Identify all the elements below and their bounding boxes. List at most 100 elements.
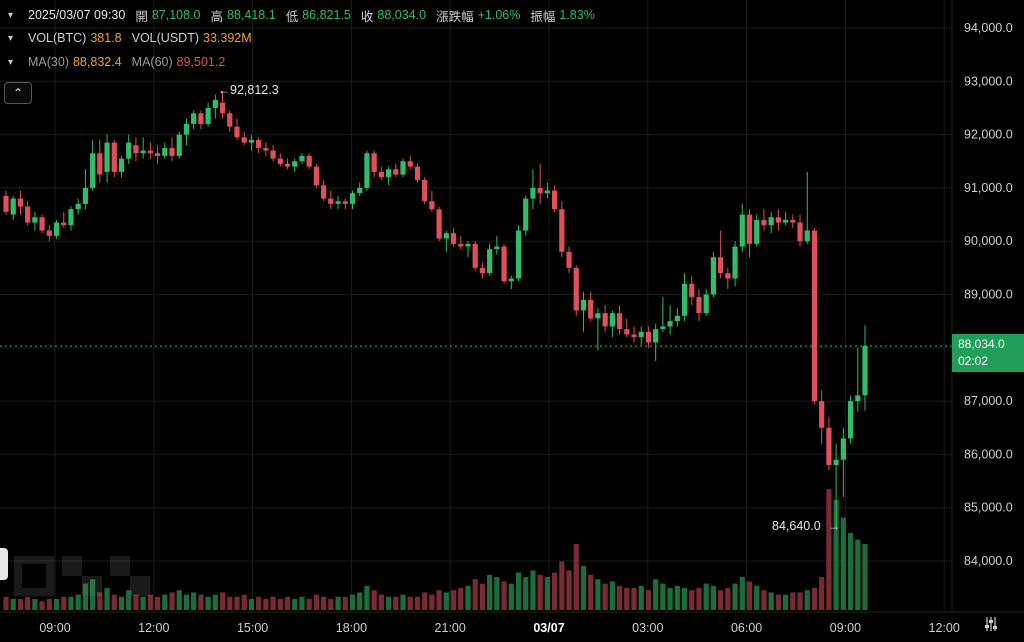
change-value: +1.06% (477, 8, 521, 22)
candle-body (349, 193, 356, 204)
volume-bar (429, 594, 435, 610)
volume-bar (162, 594, 168, 610)
volume-bar (118, 596, 125, 610)
candle-body (154, 153, 161, 156)
volume-bar (515, 572, 522, 610)
x-tick-label: 18:00 (336, 621, 367, 635)
volume-bar (725, 588, 731, 610)
candle-body (667, 321, 673, 327)
candle-body (544, 190, 550, 194)
candle-body (3, 195, 9, 212)
side-panel-handle[interactable] (0, 548, 8, 580)
volume-bar (82, 583, 89, 610)
chevron-down-icon[interactable]: ▾ (8, 56, 14, 68)
volume-bar (205, 596, 211, 610)
high-marker-arrow: ← (218, 83, 230, 97)
candle-body (537, 187, 543, 194)
candle-body (176, 134, 182, 156)
candle-body (595, 313, 601, 319)
amplitude-value: 1.83% (559, 8, 595, 22)
candle-body (819, 401, 825, 428)
candle-body (75, 203, 81, 210)
candle-body (169, 147, 175, 156)
volume-bar (443, 592, 449, 610)
candle-body (248, 139, 255, 143)
volume-bar (479, 583, 486, 610)
volume-bar (588, 574, 594, 610)
ma30-label: MA(30) (28, 55, 69, 69)
candle-body (804, 230, 810, 242)
chevron-down-icon[interactable]: ▾ (8, 32, 14, 44)
candle-body (241, 137, 247, 143)
volume-bar (313, 594, 319, 610)
candle-body (609, 313, 615, 327)
high-value: 88,418.1 (227, 8, 276, 22)
candle-body (25, 206, 31, 223)
volume-bar (111, 594, 117, 610)
volume-bar (559, 561, 565, 610)
ohlc-info-row: ▾ 2025/03/07 09:30 開 87,108.0 高 88,418.1… (8, 6, 605, 24)
candle-body (111, 142, 117, 172)
candle-body (862, 345, 868, 396)
candle-body (725, 273, 731, 279)
candle-body (653, 329, 659, 343)
volume-bar (761, 590, 767, 610)
volume-bar (746, 581, 753, 610)
candle-body (299, 155, 305, 162)
candle-body (660, 326, 666, 330)
volume-bar (328, 599, 334, 610)
candle-body (378, 171, 384, 178)
candle-body (198, 113, 204, 124)
settings-icon[interactable] (984, 616, 998, 632)
volume-bar (487, 574, 493, 610)
volume-bar (544, 577, 550, 610)
candle-body (10, 198, 16, 215)
candle-body (335, 201, 341, 204)
volume-bar (133, 594, 139, 610)
volume-bar (191, 592, 197, 610)
candle-body (205, 107, 211, 124)
candle-body (53, 222, 60, 236)
candle-body (140, 150, 146, 154)
volume-bar (638, 585, 644, 610)
volume-bar (826, 489, 832, 610)
candle-body (393, 169, 399, 175)
candle-body (775, 217, 781, 223)
candle-body (147, 150, 153, 154)
candle-body (17, 198, 24, 207)
candle-body (833, 459, 839, 466)
candle-body (118, 158, 125, 172)
candle-countdown: 02:02 (958, 354, 989, 368)
candle-body (588, 299, 594, 319)
candle-body (761, 219, 767, 226)
candle-body (811, 230, 818, 402)
high-marker: ← 92,812.3 (218, 83, 279, 97)
candle-body (732, 246, 738, 279)
volume-bar (32, 599, 38, 610)
candle-body (46, 230, 52, 236)
low-value: 86,821.5 (302, 8, 351, 22)
y-tick-label: 90,000.0 (964, 234, 1013, 248)
candle-body (39, 217, 45, 231)
y-tick-label: 84,000.0 (964, 554, 1013, 568)
volume-bar (234, 596, 240, 610)
volume-bar (739, 577, 745, 610)
volume-bar (653, 579, 659, 610)
volume-bar (819, 577, 825, 610)
collapse-indicators-button[interactable]: ⌃ (4, 82, 32, 104)
volume-info-row: ▾ VOL(BTC) 381.8 VOL(USDT) 33.392M (8, 29, 262, 47)
volume-bar (667, 588, 673, 610)
candle-body (68, 209, 74, 226)
volume-bar (609, 581, 615, 610)
volume-bar (68, 596, 74, 610)
chevron-down-icon[interactable]: ▾ (8, 9, 14, 21)
volume-bar (494, 577, 500, 610)
candle-body (357, 187, 363, 194)
low-marker-arrow: → (828, 519, 840, 533)
volume-bar (349, 594, 356, 610)
candle-body (552, 190, 558, 210)
volume-bar (847, 533, 854, 610)
vol-btc-value: 381.8 (90, 31, 122, 45)
candle-body (97, 153, 103, 175)
